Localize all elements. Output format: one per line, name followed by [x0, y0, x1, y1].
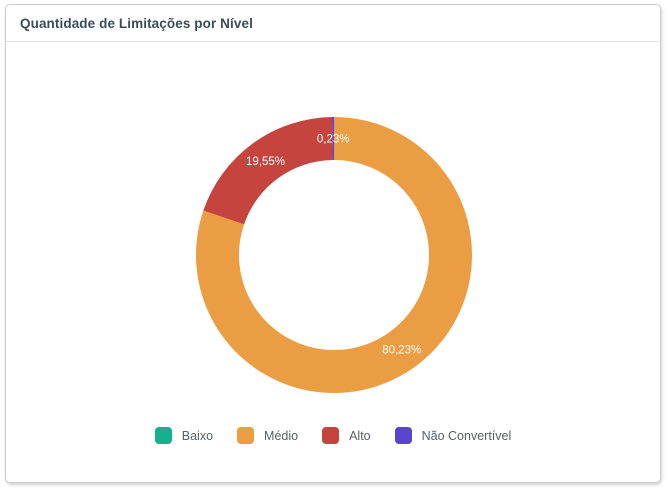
legend-label-alto: Alto — [349, 428, 371, 443]
legend-label-medio: Médio — [264, 428, 299, 443]
legend-item-alto[interactable]: Alto — [322, 427, 371, 444]
chart-title: Quantidade de Limitações por Nível — [20, 16, 253, 31]
legend-swatch-nao-convertivel — [394, 427, 412, 444]
chart-legend: Baixo Médio Alto Não Convertível — [6, 426, 660, 445]
card-header: Quantidade de Limitações por Nível — [6, 5, 660, 42]
donut-segment-nao-convertivel[interactable] — [332, 116, 334, 161]
donut-segment-alto[interactable] — [203, 117, 333, 225]
donut-segment-medio[interactable] — [195, 117, 472, 393]
legend-item-medio[interactable]: Médio — [237, 427, 298, 444]
donut-chart: 80,23% 19,55% 0,23% — [195, 116, 472, 393]
legend-item-nao-convertivel[interactable]: Não Convertível — [394, 427, 512, 444]
segment-label-alto: 19,55% — [246, 156, 285, 168]
legend-label-nao-convertivel: Não Convertível — [421, 428, 512, 443]
legend-swatch-medio — [237, 427, 255, 444]
legend-swatch-baixo — [154, 427, 172, 444]
legend-label-baixo: Baixo — [181, 428, 214, 443]
chart-card: Quantidade de Limitações por Nível 80,23… — [5, 4, 661, 483]
segment-label-medio: 80,23% — [382, 345, 421, 357]
legend-swatch-alto — [322, 427, 340, 444]
legend-item-baixo[interactable]: Baixo — [154, 427, 214, 444]
segment-label-nao-convertivel: 0,23% — [317, 134, 350, 146]
